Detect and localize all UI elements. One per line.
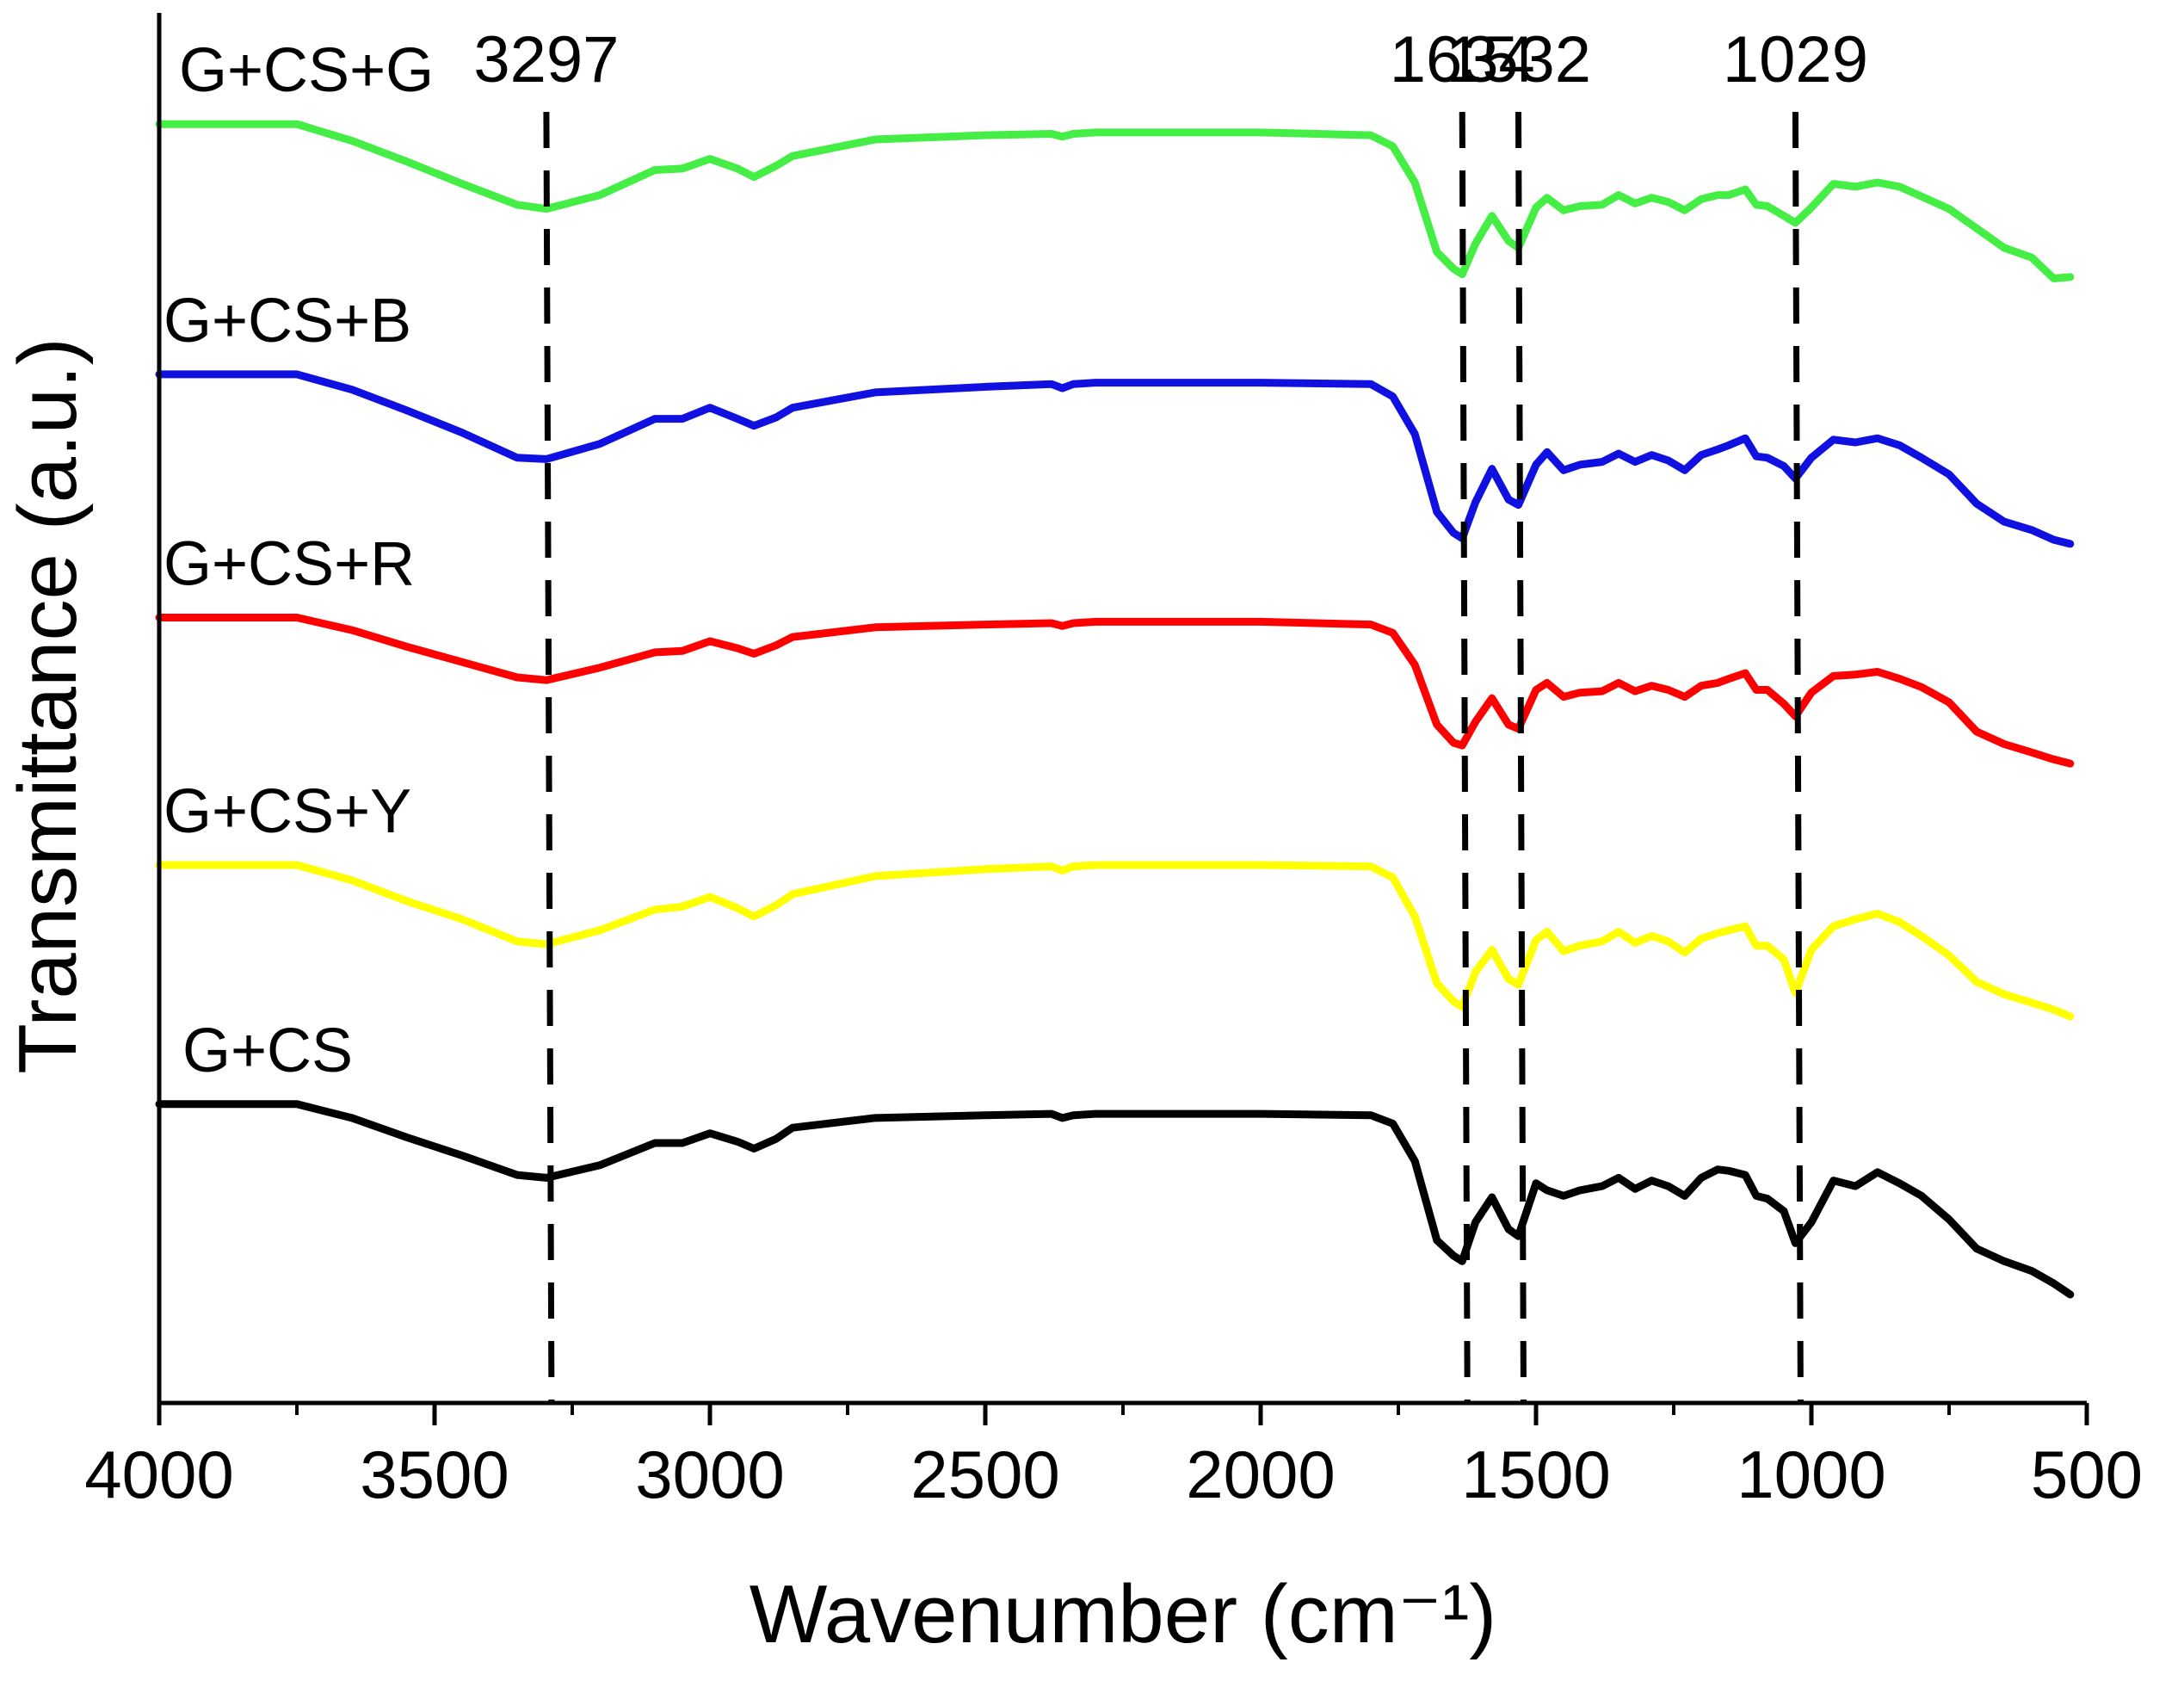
peak-line-1634 [1459,111,1471,1404]
series-label-g-cs-r: G+CS+R [163,530,415,599]
series-layer [155,120,2075,1299]
series-label-g-cs-b: G+CS+B [163,287,411,355]
x-tick-label-3500: 3500 [360,1437,509,1512]
peak-label-3297: 3297 [473,23,619,96]
x-tick-label-2500: 2500 [910,1437,1060,1512]
peak-label-1634: 1634 [1390,23,1535,96]
x-tick-label-3000: 3000 [635,1437,785,1512]
series-label-g-cs-g: G+CS+G [179,36,434,105]
peak-line-1029 [1792,111,1804,1404]
series-line-g-cs-y [155,861,2075,1021]
peak-line-1532 [1515,111,1527,1404]
series-line-g-cs-b [155,370,2075,548]
series-line-g-cs-g [155,120,2075,282]
series-line-g-cs [155,1100,2075,1299]
x-tick-label-2000: 2000 [1186,1437,1336,1512]
y-axis-title: Transmittance (a.u.) [2,337,94,1073]
series-label-layer: G+CS+G G+CS+B G+CS+R G+CS+Y G+CS [163,36,434,1085]
peak-label-1029: 1029 [1723,23,1868,96]
series-line-g-cs-r [155,614,2075,768]
x-axis-title: Wavenumber (cm⁻¹) [750,1568,1497,1660]
x-tick-label-1000: 1000 [1737,1437,1886,1512]
x-tick-label-4000: 4000 [84,1437,234,1512]
peak-line-3297 [543,111,555,1404]
peak-label-1532: 1532 [1446,23,1591,96]
x-tick-label-500: 500 [2031,1437,2143,1512]
x-tick-label-1500: 1500 [1461,1437,1611,1512]
series-label-g-cs: G+CS [182,1017,353,1085]
series-label-g-cs-y: G+CS+Y [163,777,411,846]
axis-layer: 4000 3500 3000 2500 2000 1500 1000 500 [84,13,2143,1512]
